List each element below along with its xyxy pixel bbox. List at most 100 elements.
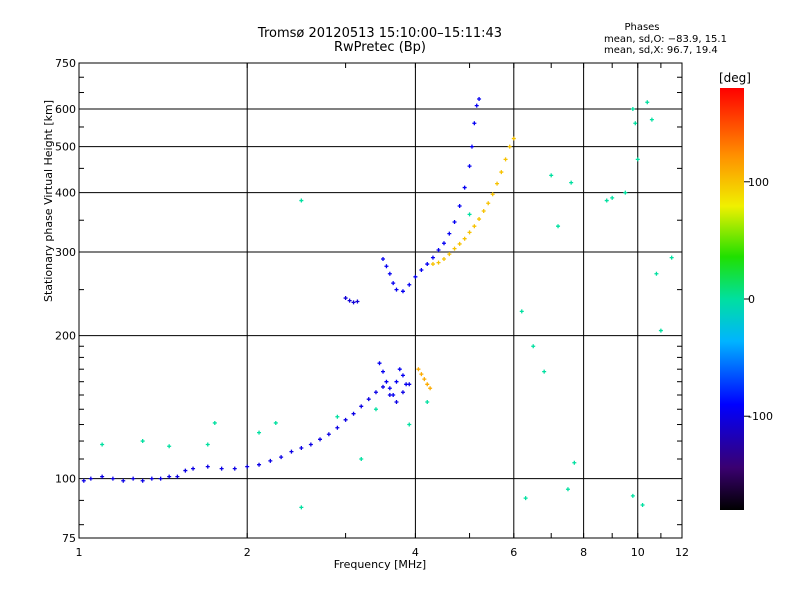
y-tick-label: 600 <box>55 103 76 116</box>
data-point <box>623 190 628 195</box>
data-point <box>549 173 554 178</box>
data-point <box>630 107 635 112</box>
colorbar-tick-label: -100 <box>748 410 773 423</box>
data-point <box>511 136 516 141</box>
data-point <box>633 121 638 126</box>
data-point <box>467 230 472 235</box>
data-point <box>441 257 446 262</box>
data-point <box>384 379 389 384</box>
data-point <box>452 246 457 251</box>
x-axis-label: Frequency [MHz] <box>334 558 426 571</box>
data-point <box>373 407 378 412</box>
data-point <box>503 157 508 162</box>
data-point <box>556 224 561 229</box>
data-point <box>273 420 278 425</box>
data-point <box>232 466 237 471</box>
data-point <box>630 493 635 498</box>
data-point <box>387 271 392 276</box>
data-point <box>523 496 528 501</box>
colorbar-label: [deg] <box>719 71 751 85</box>
data-point <box>205 442 210 447</box>
data-point <box>394 287 399 292</box>
data-point <box>407 282 412 287</box>
data-point <box>467 212 472 217</box>
data-point <box>299 505 304 510</box>
data-point <box>413 274 418 279</box>
data-point <box>257 430 262 435</box>
data-point <box>457 241 462 246</box>
y-axis: 75 100 200 300 400 500 600 750 <box>55 57 682 545</box>
y-tick-label: 400 <box>55 187 76 200</box>
data-point <box>400 373 405 378</box>
data-point <box>384 264 389 269</box>
colorbar-tick-label: 100 <box>748 176 769 189</box>
grid <box>79 63 682 538</box>
y-tick-label: 500 <box>55 141 76 154</box>
data-point <box>428 386 433 391</box>
data-point <box>100 442 105 447</box>
y-tick-label: 750 <box>55 57 76 70</box>
phases-x-stats: mean, sd,X: 96.7, 19.4 <box>604 45 718 56</box>
data-point <box>391 393 396 398</box>
data-point <box>219 466 224 471</box>
data-point <box>381 257 386 262</box>
data-point <box>131 476 136 481</box>
data-point <box>140 439 145 444</box>
data-point <box>425 262 430 267</box>
phases-o-stats: mean, sd,O: −83.9, 15.1 <box>604 34 727 45</box>
data-point <box>462 185 467 190</box>
data-point <box>400 390 405 395</box>
phases-header: Phases <box>624 22 660 33</box>
x-tick-label: 8 <box>580 546 587 559</box>
data-point <box>416 367 421 372</box>
data-point <box>477 96 482 101</box>
data-point <box>447 231 452 236</box>
data-point <box>490 192 495 197</box>
data-point <box>343 417 348 422</box>
data-point <box>167 444 172 449</box>
data-point <box>351 411 356 416</box>
data-point <box>299 446 304 451</box>
data-point <box>447 252 452 257</box>
data-point <box>245 464 250 469</box>
data-point <box>257 462 262 467</box>
data-point <box>531 344 536 349</box>
y-tick-label: 75 <box>62 532 76 545</box>
data-point <box>658 328 663 333</box>
data-point <box>205 464 210 469</box>
data-point <box>469 144 474 149</box>
y-tick-label: 300 <box>55 246 76 259</box>
data-point <box>400 289 405 294</box>
chart-subtitle: RwPretec (Bp) <box>333 40 427 55</box>
data-point <box>472 224 477 229</box>
data-point <box>381 384 386 389</box>
data-point <box>268 458 273 463</box>
data-point <box>81 478 86 483</box>
data-point <box>212 420 217 425</box>
data-point <box>452 219 457 224</box>
plot-frame <box>78 62 683 539</box>
data-point <box>121 478 126 483</box>
x-tick-label: 4 <box>412 546 419 559</box>
data-point <box>572 460 577 465</box>
data-point <box>366 397 371 402</box>
data-point <box>110 476 115 481</box>
data-point <box>565 487 570 492</box>
data-point <box>436 260 441 265</box>
data-point <box>472 121 477 126</box>
data-points <box>81 96 674 510</box>
data-point <box>640 503 645 508</box>
x-axis: 1 2 4 6 8 10 12 <box>76 63 689 559</box>
data-point <box>359 456 364 461</box>
data-point <box>299 198 304 203</box>
data-point <box>351 300 356 305</box>
data-point <box>88 476 93 481</box>
data-point <box>167 474 172 479</box>
data-point <box>404 382 409 387</box>
data-point <box>175 474 180 479</box>
data-point <box>430 255 435 260</box>
data-point <box>425 382 430 387</box>
data-point <box>100 474 105 479</box>
data-point <box>391 281 396 286</box>
data-point <box>477 217 482 222</box>
